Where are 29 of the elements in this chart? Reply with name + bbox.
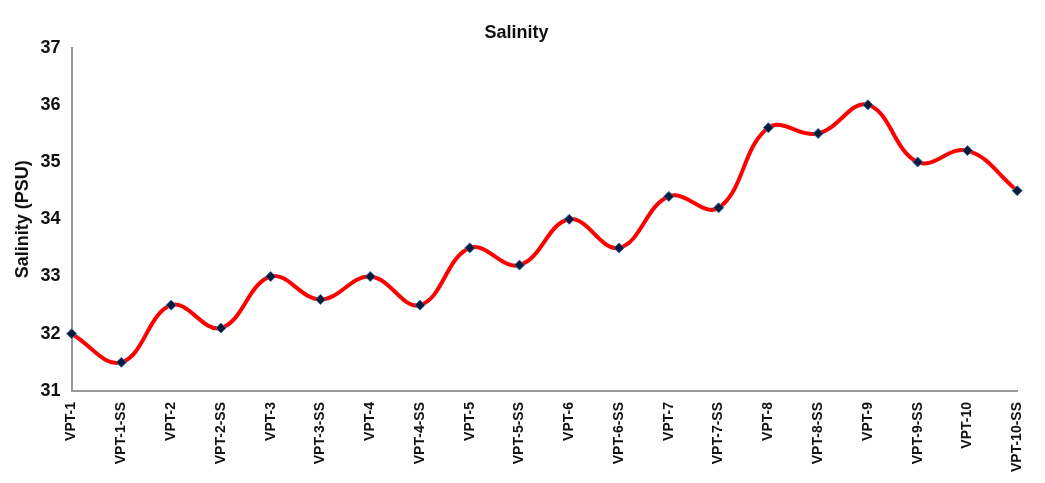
y-tick-label: 35: [40, 151, 61, 172]
y-tick-label: 34: [40, 208, 61, 229]
x-tick-label: VPT-5-SS: [510, 401, 527, 465]
x-tick-label: VPT-7-SS: [709, 401, 726, 465]
x-tick-label: VPT-3-SS: [311, 401, 328, 465]
y-tick-label: 36: [40, 93, 61, 114]
x-tick-label: VPT-9-SS: [908, 401, 925, 465]
x-tick-label: VPT-9: [858, 401, 875, 441]
x-tick-label: VPT-4: [361, 401, 378, 441]
x-tick-label: VPT-7: [659, 401, 676, 441]
x-tick-label: VPT-6-SS: [609, 401, 626, 465]
x-tick-label: VPT-8-SS: [808, 401, 825, 465]
x-tick-label: VPT-1-SS: [112, 401, 129, 465]
x-tick-label: VPT-2: [162, 401, 179, 441]
x-tick-label: VPT-5: [460, 401, 477, 441]
y-axis-title: Salinity (PSU): [11, 160, 32, 279]
x-tick-label: VPT-6: [560, 401, 577, 441]
x-tick-label: VPT-10-SS: [1008, 401, 1025, 472]
x-tick-label: VPT-1: [62, 401, 79, 441]
x-tick-label: VPT-10: [958, 401, 975, 449]
y-tick-label: 31: [40, 379, 61, 400]
y-tick-label: 37: [40, 36, 61, 57]
x-tick-label: VPT-3: [261, 401, 278, 441]
x-tick-label: VPT-8: [759, 401, 776, 441]
chart-title: Salinity: [484, 21, 549, 42]
x-tick-label: VPT-4-SS: [410, 401, 427, 465]
y-tick-label: 33: [40, 265, 61, 286]
x-tick-label: VPT-2-SS: [211, 401, 228, 465]
y-tick-label: 32: [40, 322, 61, 343]
